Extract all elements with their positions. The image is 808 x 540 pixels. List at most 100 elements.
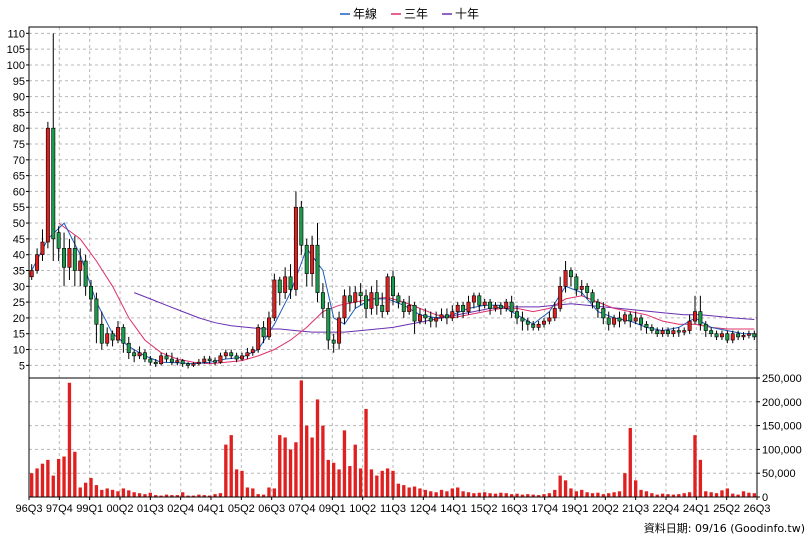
volume-bar — [218, 493, 223, 497]
volume-bar — [574, 491, 579, 497]
candle-body — [142, 352, 147, 360]
x-tick-label: 16Q3 — [501, 503, 528, 515]
candle — [132, 349, 137, 363]
candle-body — [364, 295, 369, 309]
candle-body — [213, 360, 218, 363]
candle — [709, 327, 714, 337]
candle-body — [655, 330, 660, 335]
x-tick-label: 02Q4 — [167, 503, 194, 515]
volume-bar — [736, 494, 740, 497]
candle — [515, 305, 520, 325]
candle-body — [547, 317, 552, 322]
candle-body — [439, 314, 444, 319]
candle-body — [191, 363, 196, 366]
candle-body — [552, 308, 557, 319]
candle — [105, 327, 110, 347]
volume-bar — [682, 493, 686, 497]
candle — [245, 347, 250, 360]
candle — [116, 321, 120, 344]
volume-bar — [202, 495, 206, 497]
candle-body — [304, 244, 309, 274]
volume-bar — [121, 488, 126, 497]
candle-body — [622, 314, 627, 322]
x-tick-label: 10Q2 — [349, 503, 376, 515]
candle — [261, 321, 266, 344]
candle — [563, 261, 568, 293]
candle — [202, 355, 207, 364]
candle-body — [730, 333, 735, 341]
candle — [353, 286, 358, 309]
candle-body — [628, 314, 633, 322]
volume-bar — [73, 451, 77, 497]
volume-bar — [547, 493, 552, 497]
volume-bar — [256, 494, 260, 497]
candle-body — [51, 127, 56, 240]
x-tick-label: 20Q2 — [592, 503, 619, 515]
volume-bar — [493, 493, 498, 497]
price-tick-label: 80 — [13, 123, 25, 135]
candle-body — [331, 339, 336, 344]
candle — [536, 321, 541, 331]
candle — [186, 362, 191, 369]
candle — [574, 273, 579, 296]
candle — [509, 295, 514, 318]
volume-bar — [391, 470, 395, 497]
price-tick-label: 100 — [7, 60, 25, 72]
candle-body — [746, 333, 751, 336]
x-tick-label: 09Q1 — [319, 503, 346, 515]
x-tick-label: 97Q4 — [46, 503, 73, 515]
candle-body — [536, 323, 541, 328]
candle-body — [293, 206, 298, 290]
volume-bar — [342, 430, 347, 497]
candle-body — [148, 358, 153, 363]
candle-body — [196, 361, 201, 365]
volume-bar — [170, 495, 174, 497]
candle — [315, 223, 320, 303]
candle-body — [121, 327, 126, 344]
legend-item: 十年 — [442, 7, 479, 21]
candle — [730, 330, 735, 344]
volume-bar — [720, 490, 724, 497]
candle — [364, 289, 369, 318]
x-tick-label: 07Q4 — [289, 503, 316, 515]
volume-tick-label: 100,000 — [762, 444, 802, 456]
candle — [450, 305, 455, 322]
candle-body — [223, 352, 228, 357]
volume-bar — [660, 493, 665, 497]
candle — [196, 359, 201, 366]
candle-body — [310, 244, 315, 274]
candle-body — [687, 320, 692, 331]
candle-body — [299, 206, 304, 246]
candle-body — [660, 330, 665, 335]
candle — [412, 302, 417, 334]
candle-body — [153, 361, 158, 365]
candle-body — [110, 333, 115, 341]
candle — [531, 321, 536, 331]
volume-bar — [40, 463, 45, 497]
candle — [337, 311, 342, 350]
candle-body — [99, 323, 104, 344]
candle — [240, 352, 244, 361]
candle — [250, 346, 255, 356]
candle-body — [391, 276, 395, 297]
candle — [347, 286, 352, 312]
candle-body — [234, 355, 239, 360]
candle-body — [736, 333, 741, 338]
candle — [218, 352, 223, 364]
candle — [601, 302, 606, 325]
candle — [137, 346, 142, 360]
price-tick-label: 70 — [13, 155, 25, 167]
volume-bar — [358, 468, 363, 497]
volume-bar — [299, 380, 303, 497]
volume-bar — [644, 491, 649, 497]
candle-body — [693, 311, 697, 322]
price-axis: 5 10 15 20 25 30 35 40 45 50 55 60 65 70 75 80 85 90 95 100… — [7, 28, 29, 372]
volume-bar — [315, 399, 320, 497]
candle-body — [444, 314, 449, 319]
price-tick-label: 50 — [13, 218, 25, 230]
volume-bar — [402, 485, 406, 497]
candle — [590, 289, 595, 309]
candle — [714, 330, 719, 341]
candle — [725, 330, 730, 344]
candle-body — [283, 276, 288, 293]
